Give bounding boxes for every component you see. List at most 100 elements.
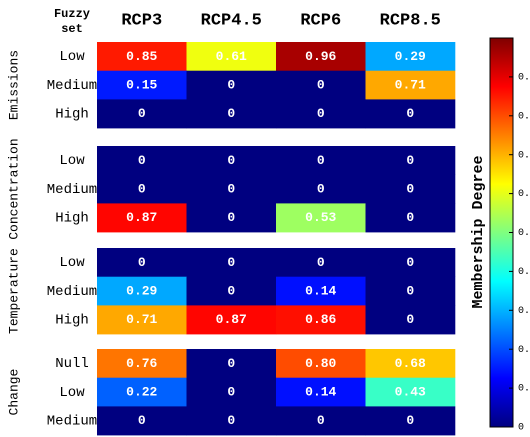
cell: [365, 377, 456, 407]
cell: [186, 70, 277, 100]
cell-label: 0.76: [126, 356, 157, 371]
row-label: High: [55, 210, 89, 226]
cell: [97, 146, 187, 175]
cell: [276, 305, 366, 335]
cell-label: 0.68: [395, 356, 426, 371]
cell-label: 0: [227, 77, 235, 92]
cell-label: 0: [406, 312, 414, 327]
cell: [186, 377, 277, 407]
row-label: High: [55, 312, 89, 328]
cell: [97, 42, 187, 71]
cell: [365, 203, 456, 233]
row-label: Low: [59, 255, 85, 271]
cell-label: 0: [317, 106, 325, 121]
colorbar-tick-label: 0.8: [518, 111, 530, 122]
cell: [97, 377, 187, 407]
cell: [186, 349, 277, 378]
cell: [97, 276, 187, 306]
cell-label: 0.87: [216, 312, 247, 327]
cell: [186, 406, 277, 436]
cell-label: 0.14: [305, 384, 336, 399]
cell: [365, 248, 456, 277]
colorbar-tick-label: 0.2: [518, 345, 530, 356]
cell-label: 0: [406, 153, 414, 168]
row-label: Medium: [47, 284, 97, 300]
cell-label: 0: [406, 255, 414, 270]
cell: [97, 99, 187, 129]
cell: [365, 305, 456, 335]
row-header: Fuzzy: [54, 7, 90, 21]
cell: [97, 203, 187, 233]
cell: [276, 377, 366, 407]
row-label: Medium: [47, 78, 97, 94]
colorbar-label: Membership Degree: [470, 155, 487, 308]
group-label: Temperature: [6, 248, 21, 334]
column-header: RCP6: [300, 11, 341, 30]
row-label: Medium: [47, 182, 97, 198]
cell-label: 0.71: [395, 77, 426, 92]
cell-label: 0: [317, 413, 325, 428]
colorbar-tick-label: 0.6: [518, 189, 530, 200]
cell-label: 0: [227, 255, 235, 270]
cell-label: 0: [138, 413, 146, 428]
cell-label: 0: [138, 153, 146, 168]
cell-label: 0: [138, 181, 146, 196]
cell-label: 0.43: [395, 384, 426, 399]
cell-label: 0: [227, 153, 235, 168]
cell-label: 0.96: [305, 49, 336, 64]
cell: [365, 146, 456, 175]
cell-label: 0.22: [126, 384, 157, 399]
cell-label: 0: [227, 181, 235, 196]
cell-label: 0.71: [126, 312, 157, 327]
row-label: Null: [55, 356, 89, 372]
colorbar-tick-label: 0.3: [518, 306, 530, 317]
cell-label: 0: [406, 106, 414, 121]
cell: [186, 248, 277, 277]
cell-label: 0.29: [126, 283, 157, 298]
row-label: Low: [59, 49, 85, 65]
cell: [276, 42, 366, 71]
row-label: Low: [59, 385, 85, 401]
colorbar-tick-label: 0.7: [518, 150, 530, 161]
cell-label: 0.61: [216, 49, 247, 64]
cell: [97, 406, 187, 436]
colorbar-tick-label: 0.9: [518, 73, 530, 84]
cell: [276, 349, 366, 378]
cell-label: 0: [406, 210, 414, 225]
cell: [276, 276, 366, 306]
cell-label: 0: [227, 106, 235, 121]
cell: [276, 406, 366, 436]
cell-label: 0: [227, 413, 235, 428]
column-header: RCP4.5: [201, 11, 262, 30]
cell-label: 0.80: [305, 356, 336, 371]
cell-label: 0: [227, 210, 235, 225]
cell-label: 0: [227, 283, 235, 298]
colorbar-tick-label: 0.5: [518, 228, 530, 239]
colorbar-tick-label: 0.1: [518, 384, 530, 395]
cell: [276, 99, 366, 129]
group-label: Emissions: [6, 50, 21, 120]
cell-label: 0: [317, 255, 325, 270]
cell-label: 0: [317, 181, 325, 196]
column-header: RCP8.5: [380, 11, 441, 30]
cell-label: 0: [138, 255, 146, 270]
row-label: Medium: [47, 413, 97, 429]
group-label: Concentration: [6, 138, 21, 239]
row-label: Low: [59, 153, 85, 169]
cell-label: 0: [227, 356, 235, 371]
cell: [276, 70, 366, 100]
cell: [97, 305, 187, 335]
cell: [97, 174, 187, 204]
cell: [365, 174, 456, 204]
cell: [97, 349, 187, 378]
cell: [365, 70, 456, 100]
cell: [186, 146, 277, 175]
cell: [365, 276, 456, 306]
row-header: set: [61, 22, 83, 36]
cell-label: 0.15: [126, 77, 157, 92]
cell: [276, 203, 366, 233]
cell-label: 0.14: [305, 283, 336, 298]
cell: [276, 146, 366, 175]
cell-label: 0: [406, 283, 414, 298]
